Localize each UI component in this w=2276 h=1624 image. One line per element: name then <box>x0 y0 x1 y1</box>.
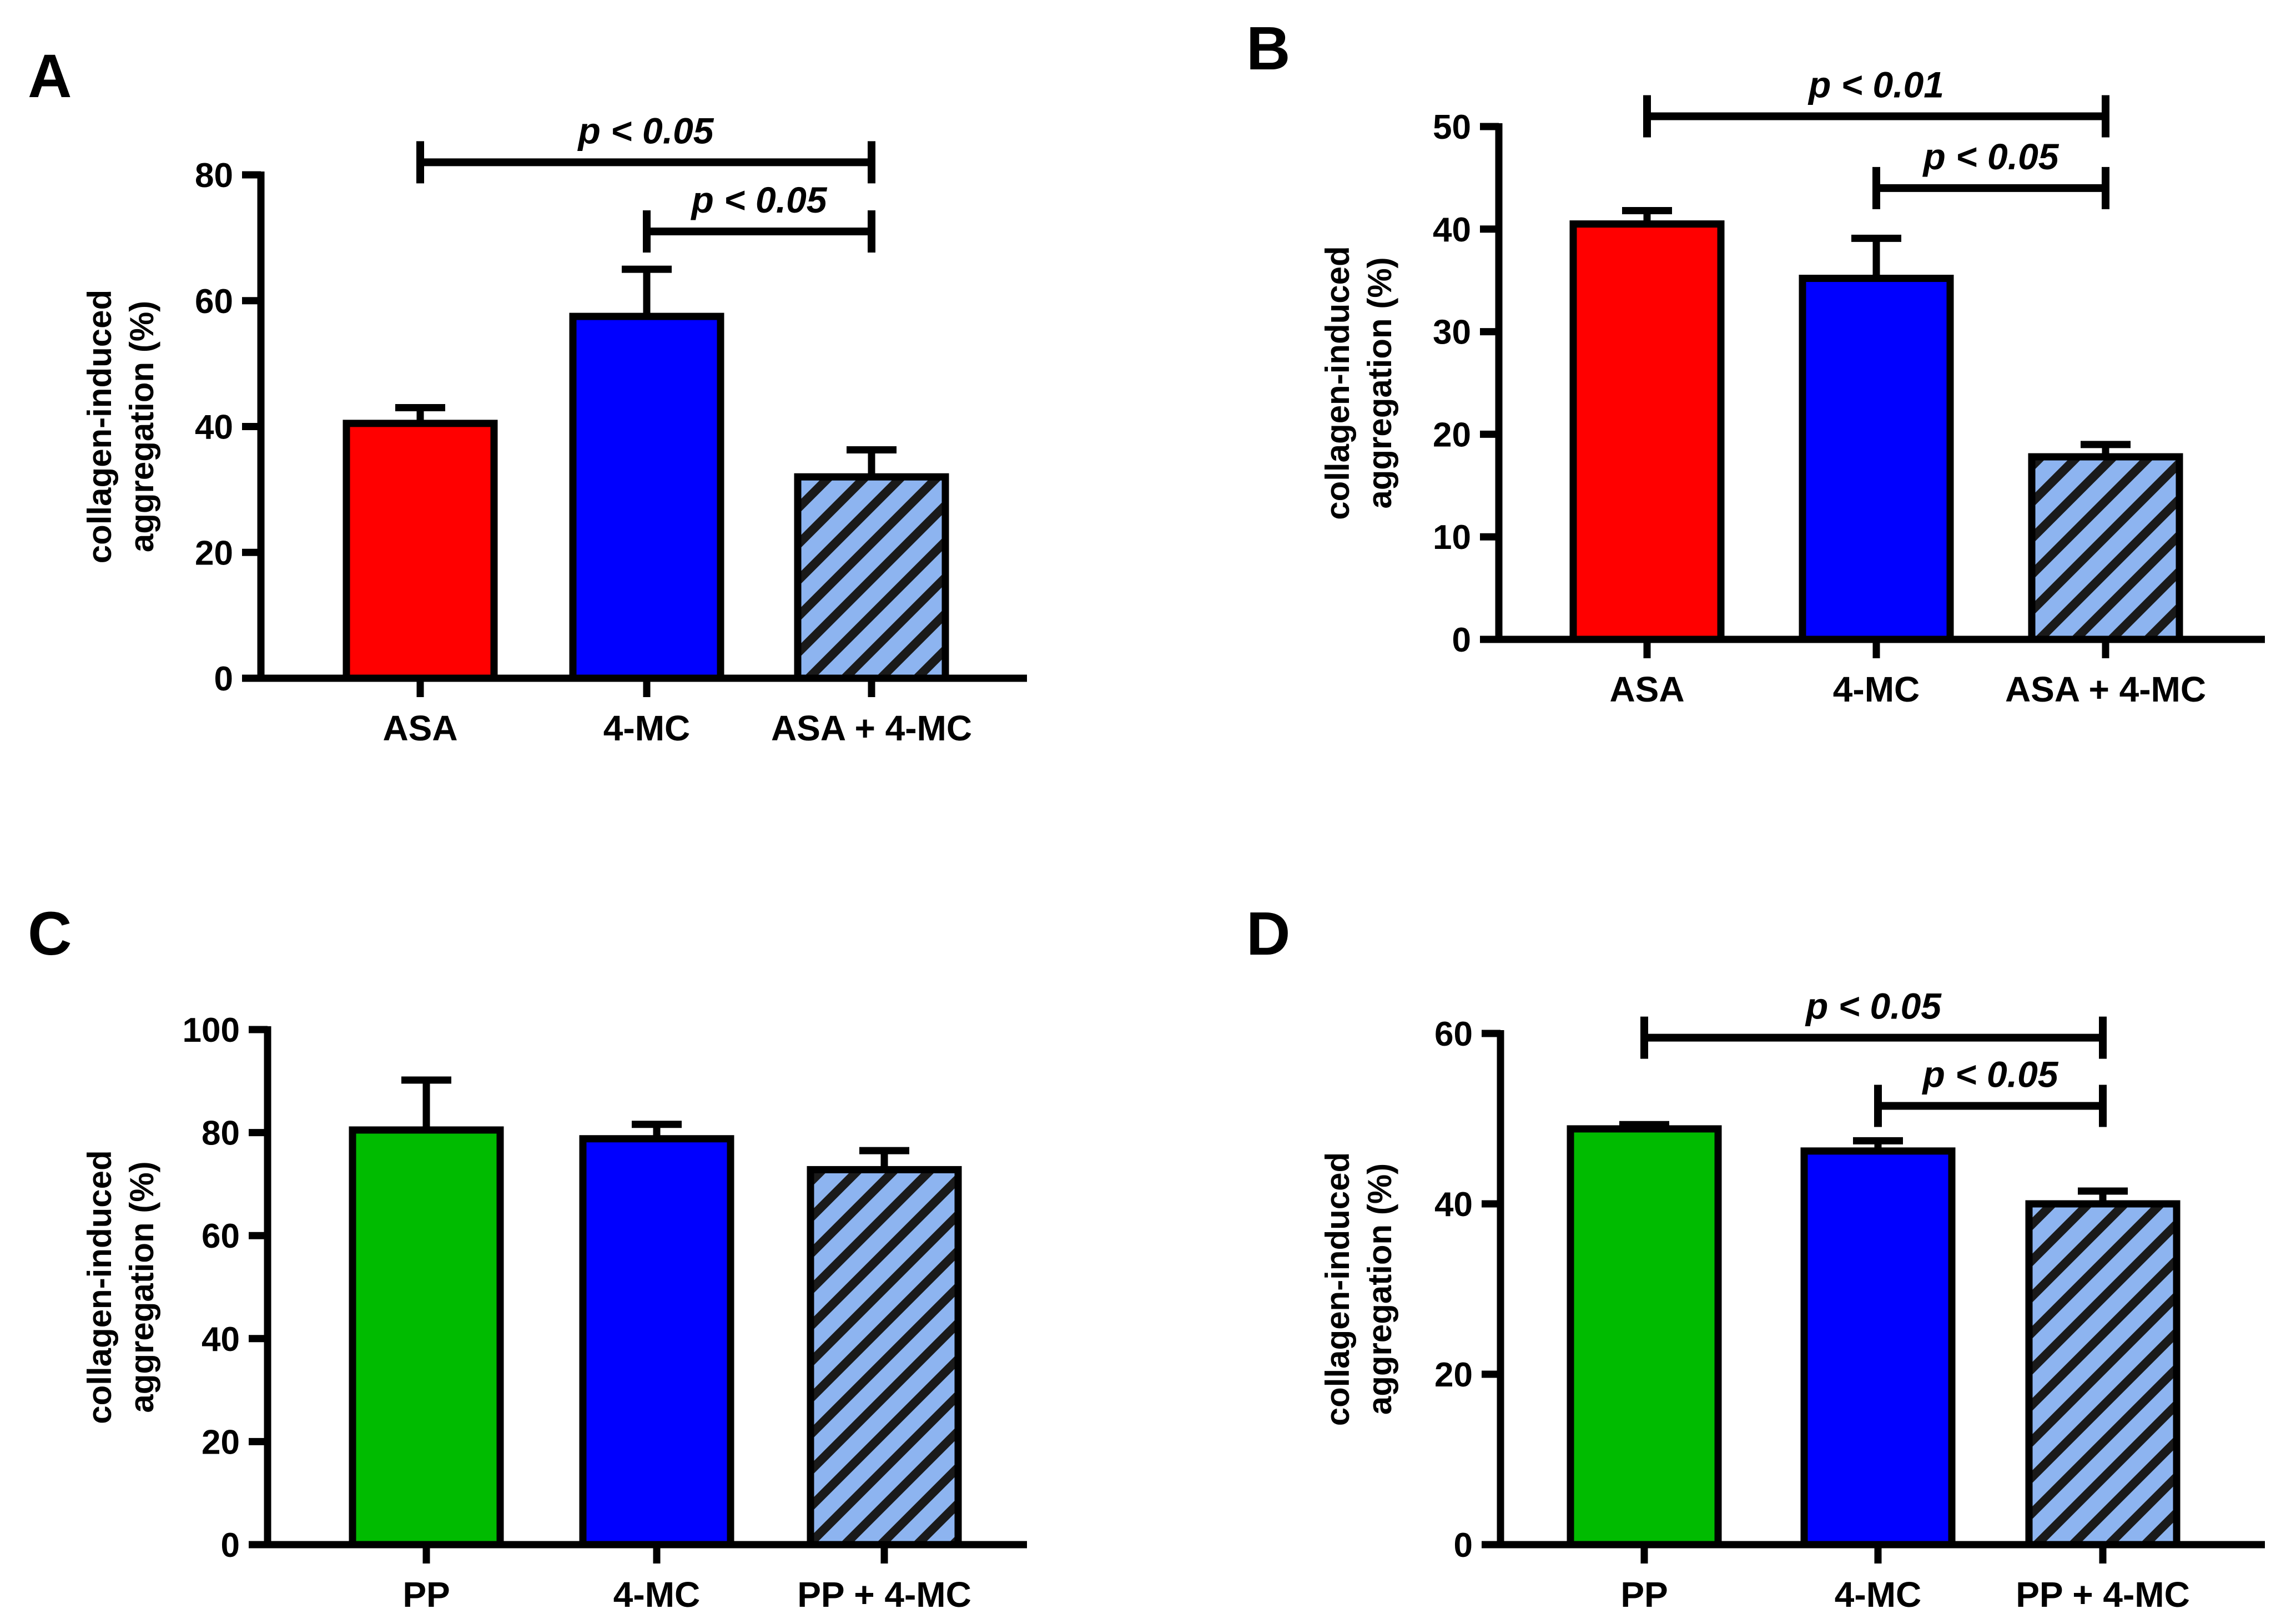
bar-asa <box>1569 220 1725 643</box>
y-tick-label: 20 <box>195 534 233 572</box>
x-category-label: ASA <box>1609 669 1684 709</box>
bar-asa-4-mc <box>794 473 949 682</box>
significance-label: p < 0.05 <box>1805 986 1942 1027</box>
x-category-label: ASA + 4-MC <box>771 708 972 748</box>
x-category-label: ASA <box>382 708 457 748</box>
y-tick-label: 40 <box>202 1320 240 1359</box>
bar-pp <box>349 1126 504 1549</box>
bar-asa <box>343 420 498 682</box>
y-tick-label: 80 <box>195 157 233 195</box>
x-category-label: 4-MC <box>1833 669 1920 709</box>
y-axis-label: collagen-induced aggregation (%) <box>1319 246 1398 520</box>
x-category-label: PP <box>1620 1575 1668 1615</box>
y-tick-label: 50 <box>1433 108 1471 147</box>
significance-bracket: p < 0.05 <box>1872 136 2109 209</box>
panel-letter: C <box>28 900 72 968</box>
y-tick-label: 0 <box>1454 1526 1473 1565</box>
y-axis-label: collagen-induced aggregation (%) <box>81 1150 160 1424</box>
y-tick-label: 10 <box>1433 518 1471 557</box>
panel-letter: A <box>28 42 72 110</box>
y-axis-label-line2: aggregation (%) <box>123 301 160 552</box>
significance-bracket: p < 0.01 <box>1643 64 2109 138</box>
y-axis-label: collagen-induced aggregation (%) <box>81 290 160 563</box>
y-axis-label-line2: aggregation (%) <box>123 1161 160 1413</box>
x-category-label: PP + 4-MC <box>2016 1575 2190 1615</box>
y-axis-label-line1: collagen-induced <box>1319 1152 1356 1426</box>
bar-4-mc <box>569 312 724 682</box>
x-category-label: ASA + 4-MC <box>2005 669 2206 709</box>
y-tick-label: 30 <box>1433 314 1471 352</box>
y-tick-label: 60 <box>202 1217 240 1255</box>
y-tick-label: 20 <box>1433 416 1471 454</box>
significance-label: p < 0.01 <box>1807 64 1944 105</box>
significance-bracket: p < 0.05 <box>1874 1053 2107 1127</box>
x-category-label: PP <box>402 1575 450 1615</box>
significance-label: p < 0.05 <box>1922 136 2060 177</box>
y-tick-label: 100 <box>183 1011 240 1050</box>
y-tick-label: 0 <box>221 1526 240 1565</box>
y-axis-label-line1: collagen-induced <box>81 1150 118 1424</box>
y-axis-label-line2: aggregation (%) <box>1361 257 1398 508</box>
significance-label: p < 0.05 <box>577 110 714 151</box>
y-tick-label: 0 <box>214 660 233 698</box>
significance-bracket: p < 0.05 <box>1640 986 2107 1059</box>
y-axis-label: collagen-induced aggregation (%) <box>1319 1152 1398 1426</box>
y-axis-label-line2: aggregation (%) <box>1361 1163 1398 1415</box>
x-category-label: PP + 4-MC <box>797 1575 971 1615</box>
x-category-label: 4-MC <box>603 708 690 748</box>
y-axis-label-line1: collagen-induced <box>81 290 118 563</box>
significance-bracket: p < 0.05 <box>416 110 875 184</box>
bar-asa-4-mc <box>2028 453 2183 643</box>
x-category-label: 4-MC <box>1835 1575 1921 1615</box>
panel-letter: D <box>1246 900 1290 968</box>
y-tick-label: 0 <box>1452 621 1471 659</box>
y-tick-label: 20 <box>1434 1356 1473 1394</box>
bar-4-mc <box>1799 275 1954 643</box>
significance-label: p < 0.05 <box>1922 1053 2059 1095</box>
panel-letter: B <box>1246 14 1290 83</box>
significance-bracket: p < 0.05 <box>643 179 875 253</box>
x-category-label: 4-MC <box>613 1575 700 1615</box>
y-tick-label: 60 <box>195 283 233 321</box>
bar-4-mc <box>579 1135 734 1549</box>
y-tick-label: 40 <box>1434 1186 1473 1224</box>
y-tick-label: 60 <box>1434 1015 1473 1053</box>
y-tick-label: 20 <box>202 1423 240 1461</box>
y-tick-label: 80 <box>202 1114 240 1153</box>
bar-4-mc <box>1800 1147 1956 1549</box>
bar-pp <box>1567 1125 1722 1549</box>
bar-pp-4-mc <box>2025 1200 2181 1549</box>
bar-pp-4-mc <box>807 1166 962 1549</box>
y-tick-label: 40 <box>195 408 233 447</box>
y-axis-label-line1: collagen-induced <box>1319 246 1356 520</box>
significance-label: p < 0.05 <box>691 179 828 220</box>
y-tick-label: 40 <box>1433 211 1471 249</box>
